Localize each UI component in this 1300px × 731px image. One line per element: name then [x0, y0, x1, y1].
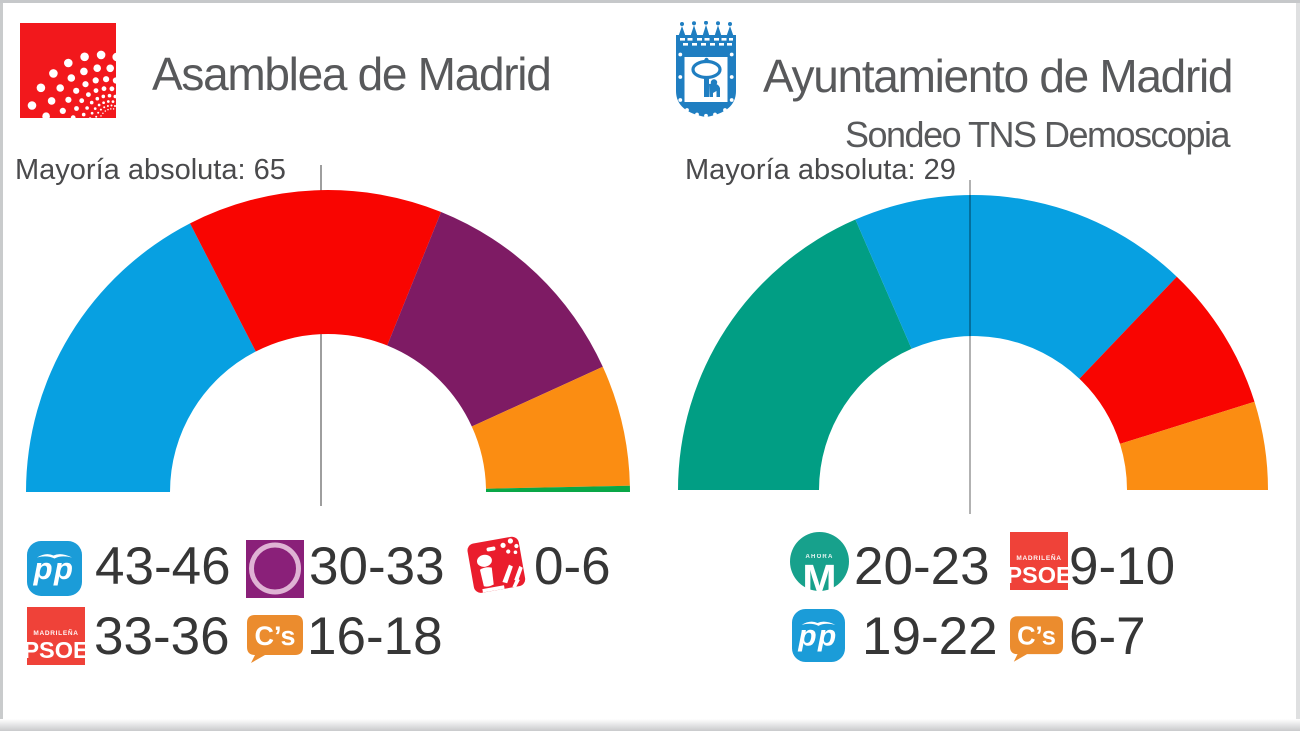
svg-text:C’s: C’s — [254, 621, 295, 651]
svg-text:pp: pp — [33, 551, 75, 586]
svg-text:PSOE: PSOE — [1010, 562, 1068, 588]
svg-text:MADRILEÑA: MADRILEÑA — [1016, 553, 1061, 562]
svg-text:C’s: C’s — [1017, 623, 1056, 651]
svg-text:pp: pp — [797, 620, 837, 653]
svg-text:M: M — [802, 556, 836, 595]
svg-text:AHORA: AHORA — [806, 554, 834, 560]
svg-text:PSOE: PSOE — [27, 637, 85, 663]
svg-text:MADRILEÑA: MADRILEÑA — [33, 628, 78, 637]
